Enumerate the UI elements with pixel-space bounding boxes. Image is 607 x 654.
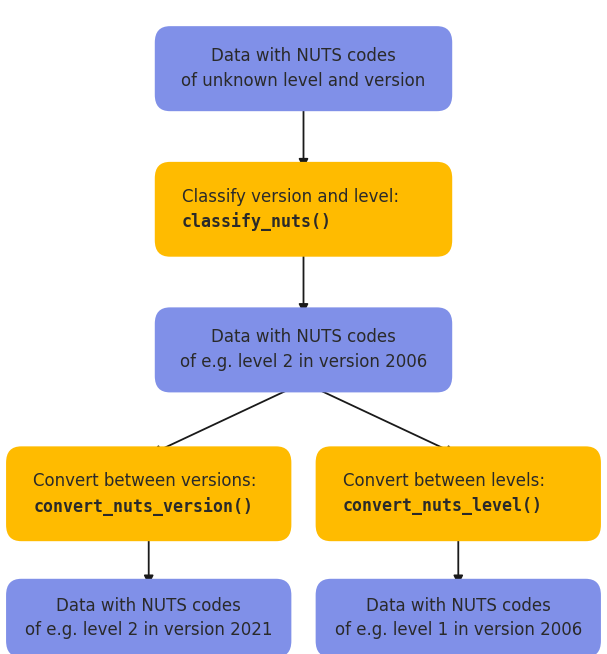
Text: Data with NUTS codes: Data with NUTS codes xyxy=(56,596,241,615)
Text: convert_nuts_version(): convert_nuts_version() xyxy=(33,496,253,516)
Text: Classify version and level:: Classify version and level: xyxy=(182,188,399,206)
Text: of unknown level and version: of unknown level and version xyxy=(181,72,426,90)
FancyBboxPatch shape xyxy=(316,446,601,542)
Text: Data with NUTS codes: Data with NUTS codes xyxy=(211,328,396,347)
Text: of e.g. level 2 in version 2021: of e.g. level 2 in version 2021 xyxy=(25,621,273,640)
FancyBboxPatch shape xyxy=(6,579,291,654)
FancyBboxPatch shape xyxy=(316,579,601,654)
FancyBboxPatch shape xyxy=(6,446,291,542)
Text: of e.g. level 1 in version 2006: of e.g. level 1 in version 2006 xyxy=(334,621,582,640)
FancyBboxPatch shape xyxy=(155,162,452,256)
Text: Data with NUTS codes: Data with NUTS codes xyxy=(211,47,396,65)
Text: classify_nuts(): classify_nuts() xyxy=(182,212,332,232)
Text: Convert between versions:: Convert between versions: xyxy=(33,472,257,490)
Text: Convert between levels:: Convert between levels: xyxy=(343,472,545,490)
FancyBboxPatch shape xyxy=(155,307,452,392)
Text: of e.g. level 2 in version 2006: of e.g. level 2 in version 2006 xyxy=(180,353,427,371)
Text: Data with NUTS codes: Data with NUTS codes xyxy=(366,596,551,615)
Text: convert_nuts_level(): convert_nuts_level() xyxy=(343,497,543,515)
FancyBboxPatch shape xyxy=(155,26,452,111)
